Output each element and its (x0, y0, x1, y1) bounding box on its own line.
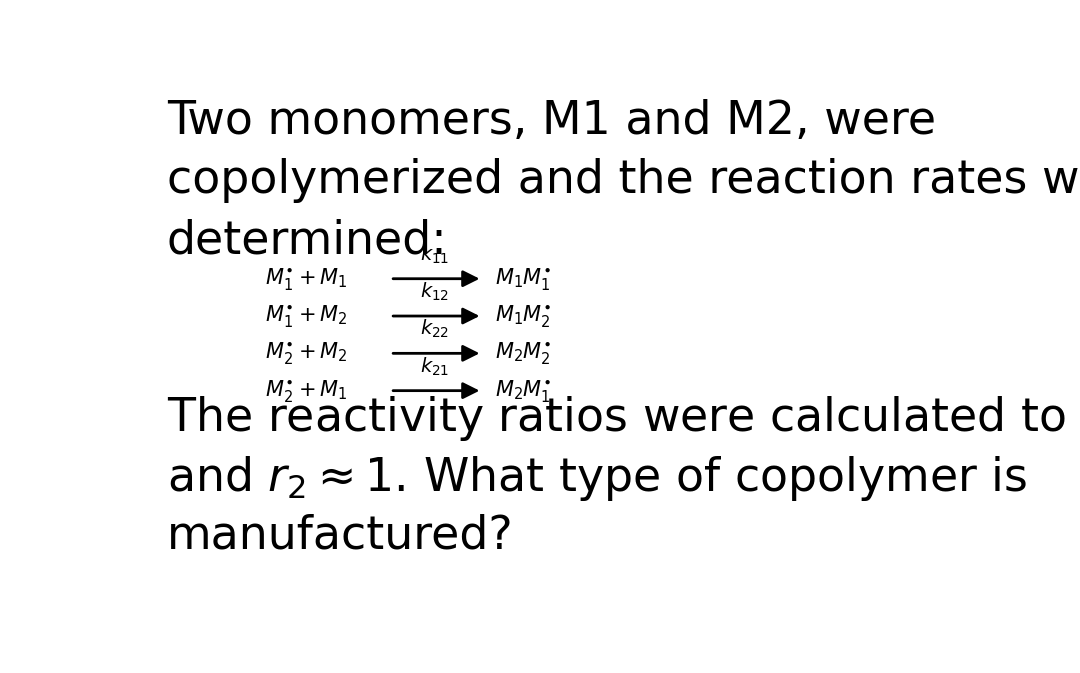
Text: manufactured?: manufactured? (166, 513, 514, 559)
Text: determined:: determined: (166, 218, 447, 263)
Text: Two monomers, M1 and M2, were: Two monomers, M1 and M2, were (166, 99, 936, 144)
Text: and $r_2$$\approx$1. What type of copolymer is: and $r_2$$\approx$1. What type of copoly… (166, 454, 1027, 503)
Text: $M_2M_1^{\bullet}$: $M_2M_1^{\bullet}$ (495, 378, 551, 404)
Text: copolymerized and the reaction rates were: copolymerized and the reaction rates wer… (166, 159, 1080, 203)
Text: $M_2^{\bullet} + M_2$: $M_2^{\bullet} + M_2$ (265, 341, 348, 366)
Text: $M_2M_2^{\bullet}$: $M_2M_2^{\bullet}$ (495, 341, 551, 366)
Text: $k_{21}$: $k_{21}$ (420, 355, 449, 378)
Text: $k_{11}$: $k_{11}$ (420, 244, 449, 266)
Text: $M_1^{\bullet} + M_2$: $M_1^{\bullet} + M_2$ (265, 303, 348, 329)
Text: $k_{22}$: $k_{22}$ (420, 318, 449, 341)
Text: The reactivity ratios were calculated to $r_1$$\approx$1: The reactivity ratios were calculated to… (166, 394, 1080, 444)
Text: $M_1M_2^{\bullet}$: $M_1M_2^{\bullet}$ (495, 303, 551, 329)
Text: $M_1^{\bullet} + M_1$: $M_1^{\bullet} + M_1$ (265, 266, 348, 291)
Text: $M_1M_1^{\bullet}$: $M_1M_1^{\bullet}$ (495, 266, 551, 291)
Text: $M_2^{\bullet} + M_1$: $M_2^{\bullet} + M_1$ (265, 378, 348, 404)
Text: $k_{12}$: $k_{12}$ (420, 281, 449, 303)
